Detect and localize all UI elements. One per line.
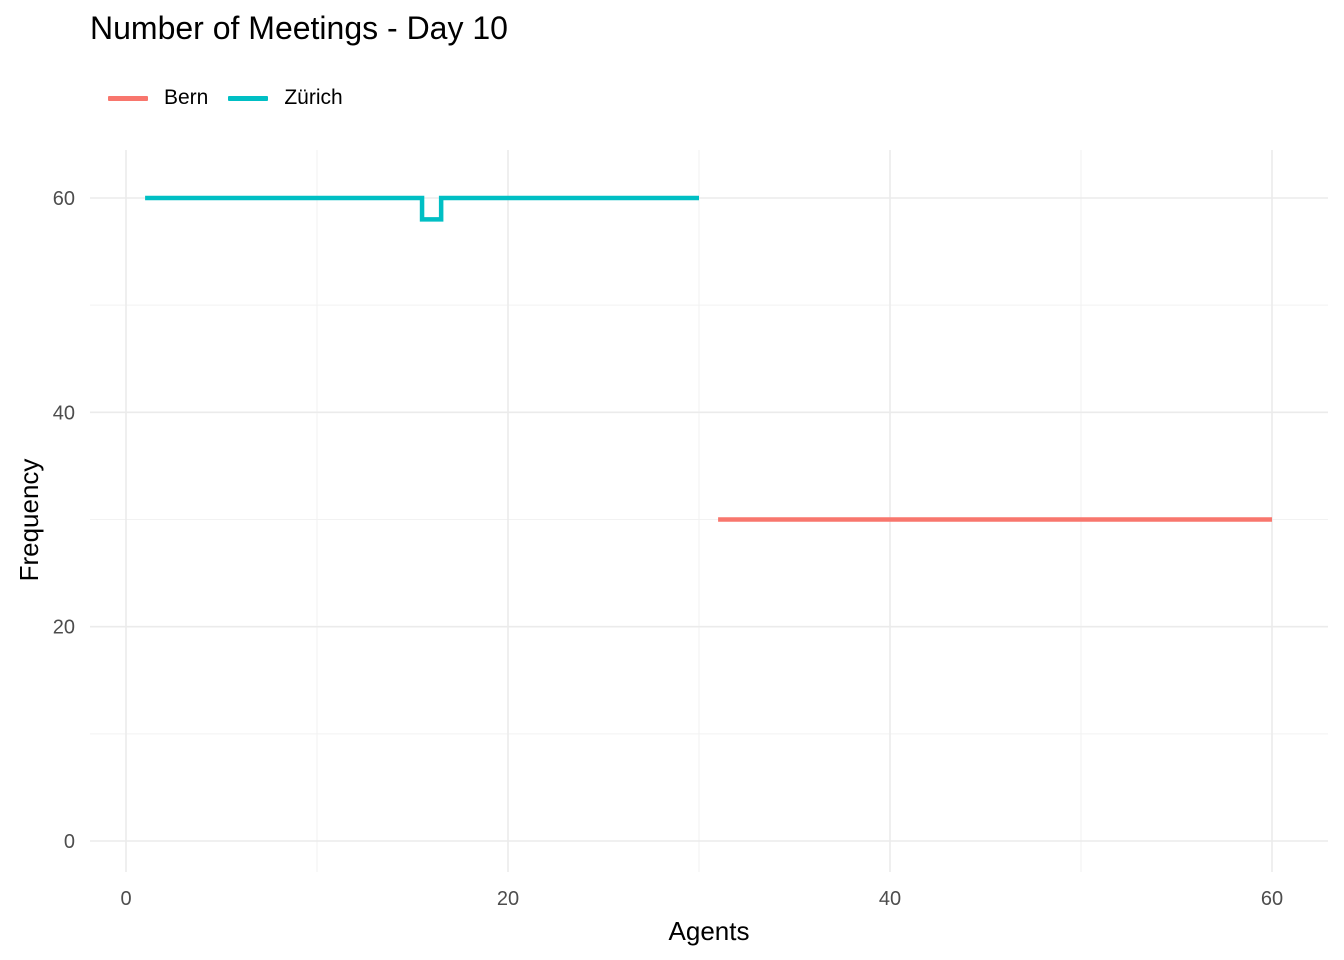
legend-label-bern: Bern [164, 86, 209, 109]
legend: Bern Zürich [108, 86, 363, 110]
y-tick-label: 0 [64, 831, 75, 853]
series-layer [145, 195, 1272, 522]
legend-label-zurich: Zürich [284, 86, 343, 109]
y-tick-label: 20 [53, 617, 75, 639]
legend-item-bern: Bern [108, 86, 208, 110]
series-line-zrich [145, 195, 699, 222]
legend-item-zurich: Zürich [228, 86, 343, 110]
x-tick-label: 0 [120, 888, 131, 910]
x-tick-label: 40 [879, 888, 901, 910]
chart-title: Number of Meetings - Day 10 [90, 10, 508, 46]
tick-labels: 0 20 40 60 0 20 40 60 [53, 188, 1283, 910]
x-axis-title: Agents [669, 916, 750, 946]
legend-key-zurich [228, 95, 269, 101]
x-tick-label: 20 [497, 888, 519, 910]
legend-key-bern [108, 95, 148, 101]
grid [90, 150, 1328, 872]
y-axis-title: Frequency [14, 459, 44, 582]
y-tick-label: 40 [53, 402, 75, 424]
x-tick-label: 60 [1261, 888, 1283, 910]
y-tick-label: 60 [53, 188, 75, 210]
